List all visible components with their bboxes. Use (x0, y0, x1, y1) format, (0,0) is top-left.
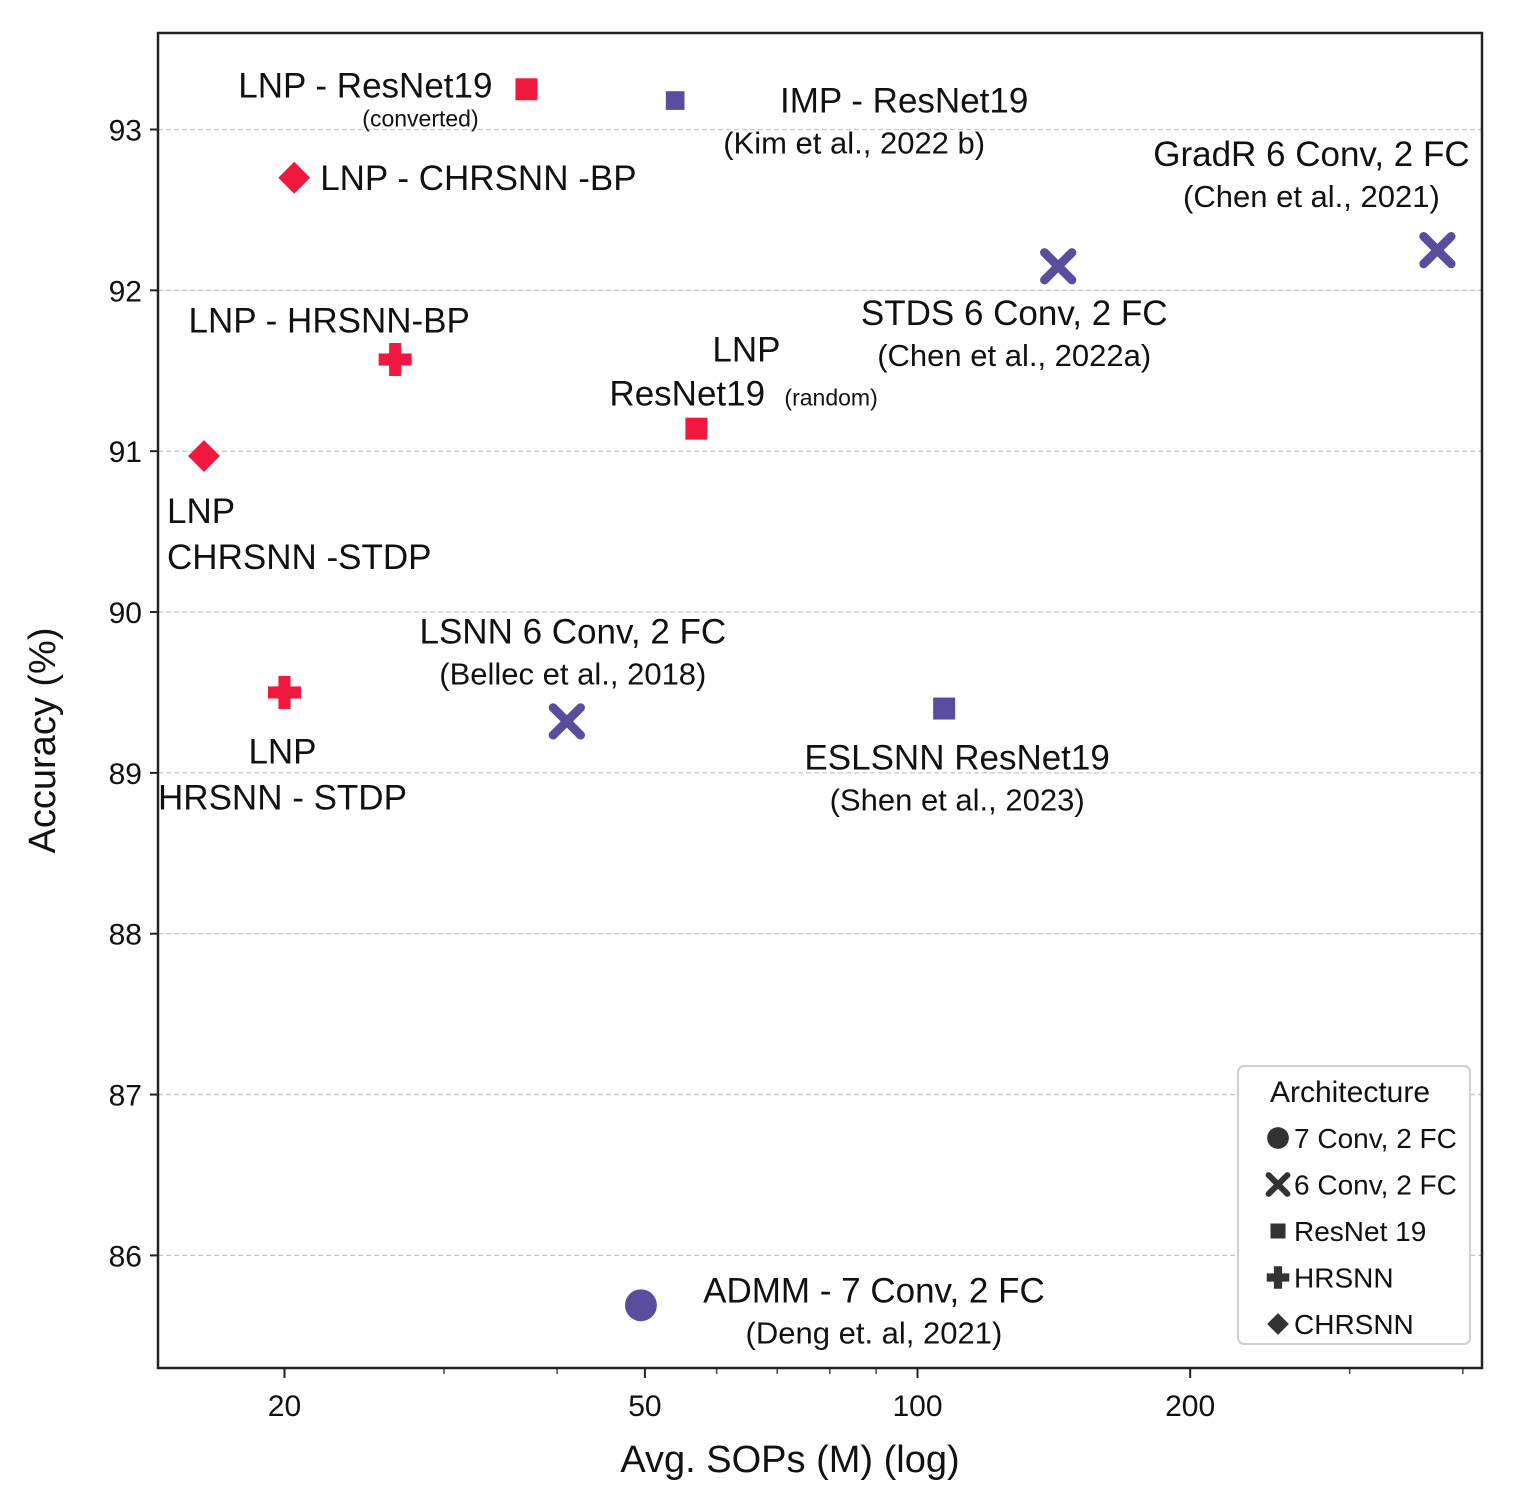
point-label-lnp-hrsnn-stdp: LNP (248, 732, 316, 771)
y-axis-label: Accuracy (%) (22, 628, 64, 854)
legend-marker-diamond (1267, 1313, 1289, 1335)
y-tick-label: 86 (109, 1240, 142, 1273)
point-label-lsnn: LSNN 6 Conv, 2 FC (419, 612, 726, 651)
y-tick-label: 91 (109, 436, 142, 469)
legend-label: 7 Conv, 2 FC (1294, 1123, 1457, 1154)
data-point-gradr (1419, 231, 1456, 269)
data-point-lnp-chrsnn-bp (278, 161, 311, 194)
data-point-lnp-resnet19-random (685, 417, 708, 440)
legend-marker-plus (1266, 1266, 1290, 1289)
data-point-imp-resnet19 (665, 91, 685, 110)
point-label-imp-resnet19: IMP - ResNet19 (780, 82, 1028, 121)
y-tick-label: 92 (109, 275, 142, 308)
legend-marker-circle (1267, 1127, 1289, 1149)
x-tick-label: 20 (268, 1390, 301, 1423)
y-tick-label: 87 (109, 1080, 142, 1113)
data-point-stds (1040, 248, 1077, 285)
point-label-lnp-resnet19-random: LNP (712, 331, 780, 370)
point-label-lnp-resnet19-random: (random) (784, 385, 877, 411)
y-tick-label: 90 (109, 597, 142, 630)
data-point-lnp-resnet19-converted (515, 78, 538, 101)
point-label-lnp-resnet19-converted: (converted) (362, 105, 478, 131)
point-label-stds: (Chen et al., 2022a) (877, 338, 1151, 373)
y-tick-label: 89 (109, 758, 142, 791)
point-label-lnp-resnet19-converted: LNP - ResNet19 (238, 66, 492, 105)
legend: Architecture 7 Conv, 2 FC 6 Conv, 2 FC Res… (1237, 1065, 1471, 1345)
point-label-admm: ADMM - 7 Conv, 2 FC (703, 1271, 1045, 1310)
data-points (188, 78, 1456, 1322)
legend-box (1237, 1065, 1471, 1345)
data-point-lnp-hrsnn-stdp (267, 675, 301, 709)
x-tick-label: 200 (1165, 1390, 1215, 1423)
legend-label: 6 Conv, 2 FC (1294, 1170, 1457, 1201)
plot-area (156, 31, 1484, 1370)
point-label-gradr: (Chen et al., 2021) (1183, 179, 1440, 214)
point-label-gradr: GradR 6 Conv, 2 FC (1153, 135, 1469, 174)
data-point-admm (624, 1289, 657, 1322)
legend-label: HRSNN (1294, 1263, 1394, 1294)
point-label-lnp-hrsnn-bp: LNP - HRSNN-BP (188, 302, 469, 341)
point-label-lnp-chrsnn-stdp: CHRSNN -STDP (167, 538, 431, 577)
point-label-lnp-chrsnn-bp: LNP - CHRSNN -BP (320, 159, 636, 198)
y-tick-label: 93 (109, 115, 142, 148)
legend-label: ResNet 19 (1294, 1216, 1426, 1247)
legend-entries: 7 Conv, 2 FC 6 Conv, 2 FC ResNet 19 HRSNN CH… (1265, 1123, 1457, 1340)
point-label-imp-resnet19: (Kim et al., 2022 b) (723, 126, 985, 161)
grid (158, 128, 1482, 1257)
legend-title: Architecture (1270, 1076, 1430, 1109)
point-label-lnp-resnet19-random: ResNet19 (609, 375, 765, 414)
point-label-stds: STDS 6 Conv, 2 FC (861, 294, 1168, 333)
point-label-admm: (Deng et. al, 2021) (746, 1315, 1003, 1350)
axis-ticks: 86 87 88 89 90 91 92 93 20 50 100 200 (109, 115, 1464, 1423)
data-point-lsnn (548, 703, 585, 740)
data-point-lnp-chrsnn-stdp (188, 440, 220, 472)
point-label-lnp-chrsnn-stdp: LNP (167, 492, 235, 531)
point-annotations: LNP - ResNet19(converted) IMP - ResNet19 (… (158, 66, 1470, 1350)
legend-label: CHRSNN (1294, 1309, 1414, 1340)
point-label-eslsnn: ESLSNN ResNet19 (804, 739, 1109, 778)
x-tick-label: 100 (893, 1390, 943, 1423)
point-label-lnp-hrsnn-stdp: HRSNN - STDP (158, 778, 407, 817)
point-label-lsnn: (Bellec et al., 2018) (439, 656, 706, 691)
point-label-eslsnn: (Shen et al., 2023) (830, 783, 1085, 818)
legend-marker-x (1265, 1172, 1291, 1197)
y-tick-label: 88 (109, 919, 142, 952)
data-point-eslsnn (933, 697, 956, 720)
x-axis-label: Avg. SOPs (M) (log) (620, 1439, 959, 1481)
data-point-lnp-hrsnn-bp (378, 343, 412, 377)
x-tick-label: 50 (628, 1390, 661, 1423)
legend-marker-square (1270, 1223, 1286, 1239)
